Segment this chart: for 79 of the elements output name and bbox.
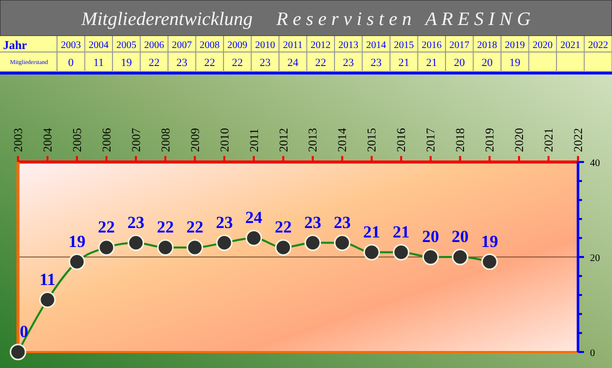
data-label: 20 <box>452 227 469 246</box>
text: 23 <box>370 57 382 69</box>
y-tick-label: 0 <box>590 348 595 359</box>
x-tick-label: 2005 <box>70 128 84 152</box>
x-tick-label: 2010 <box>217 128 232 152</box>
x-tick-label: 2012 <box>276 128 290 152</box>
chart-title: Mitgliederentwicklung R e s e r v i s t e n A R E S I N G <box>80 9 531 30</box>
category-label: 2019 <box>504 40 525 51</box>
text: 21 <box>398 57 410 69</box>
text: 23 <box>260 57 272 69</box>
x-tick-label: 2007 <box>128 128 143 152</box>
data-label: 20 <box>422 227 440 246</box>
x-tick-label: 2022 <box>571 128 585 152</box>
category-label: 2013 <box>338 40 358 51</box>
text: 24 <box>287 57 299 69</box>
text: 19 <box>509 57 521 69</box>
category-label: 2003 <box>60 40 81 51</box>
text: 11 <box>93 57 104 69</box>
category-label: 2014 <box>366 40 386 51</box>
category-label: 2020 <box>532 40 553 51</box>
category-label: 2021 <box>560 40 580 51</box>
x-tick-label: 2016 <box>394 128 408 152</box>
x-tick-label: 2006 <box>99 128 114 152</box>
text: 0 <box>68 57 74 69</box>
text: 22 <box>148 57 160 69</box>
text: Jahr <box>3 38 28 52</box>
category-label: 2005 <box>116 40 136 51</box>
data-label: 23 <box>304 212 322 232</box>
x-tick-label: 2008 <box>158 128 172 152</box>
x-tick-label: 2004 <box>40 128 54 152</box>
x-tick-label: 2020 <box>512 128 526 152</box>
data-label: 22 <box>186 218 204 236</box>
text: 22 <box>232 57 243 69</box>
category-label: 2012 <box>310 40 331 51</box>
category-label: 2016 <box>422 40 442 51</box>
y-tick-label: 20 <box>590 253 600 264</box>
x-tick-label: 2014 <box>335 128 350 152</box>
text: 22 <box>315 57 326 69</box>
data-label: 21 <box>363 222 380 242</box>
x-tick-label: 2018 <box>453 128 468 152</box>
text: 20 <box>482 57 494 69</box>
data-label: 22 <box>156 218 174 236</box>
data-label: 19 <box>481 232 498 251</box>
category-label: 2004 <box>88 40 109 51</box>
category-label: 2009 <box>227 40 248 51</box>
data-label: 0 <box>20 322 28 341</box>
data-label: 23 <box>216 212 233 232</box>
x-tick-label: 2019 <box>482 128 497 152</box>
data-label: 23 <box>127 212 144 232</box>
category-label: 2007 <box>172 40 192 51</box>
category-label: 2006 <box>144 40 164 51</box>
y-tick-label: 40 <box>590 158 600 169</box>
category-label: 2008 <box>200 40 220 51</box>
x-tick-label: 2015 <box>364 128 379 152</box>
text: 20 <box>454 57 466 69</box>
text: 22 <box>204 57 216 69</box>
text: 23 <box>176 57 188 69</box>
text: 21 <box>426 57 438 69</box>
data-label: 24 <box>245 208 263 227</box>
text: 23 <box>342 57 354 69</box>
text: 19 <box>120 57 132 69</box>
category-label: 2017 <box>449 40 470 51</box>
data-label: 11 <box>39 270 56 289</box>
x-tick-label: 2013 <box>306 128 320 152</box>
category-label: 2015 <box>394 40 414 51</box>
data-label: 23 <box>334 212 351 232</box>
category-label: 2018 <box>477 40 498 51</box>
data-label: 21 <box>392 222 410 242</box>
x-tick-label: 2021 <box>542 128 556 152</box>
category-label: 2022 <box>588 40 608 51</box>
data-label: 19 <box>68 232 86 251</box>
data-label: 22 <box>98 218 115 236</box>
x-tick-label: 2009 <box>188 128 202 152</box>
x-tick-label: 2011 <box>246 128 261 152</box>
x-tick-label: 2003 <box>11 128 25 152</box>
data-label: 22 <box>274 218 292 236</box>
category-label: 2011 <box>283 40 303 51</box>
category-label: 2010 <box>255 40 276 51</box>
x-tick-label: 2017 <box>424 128 438 152</box>
